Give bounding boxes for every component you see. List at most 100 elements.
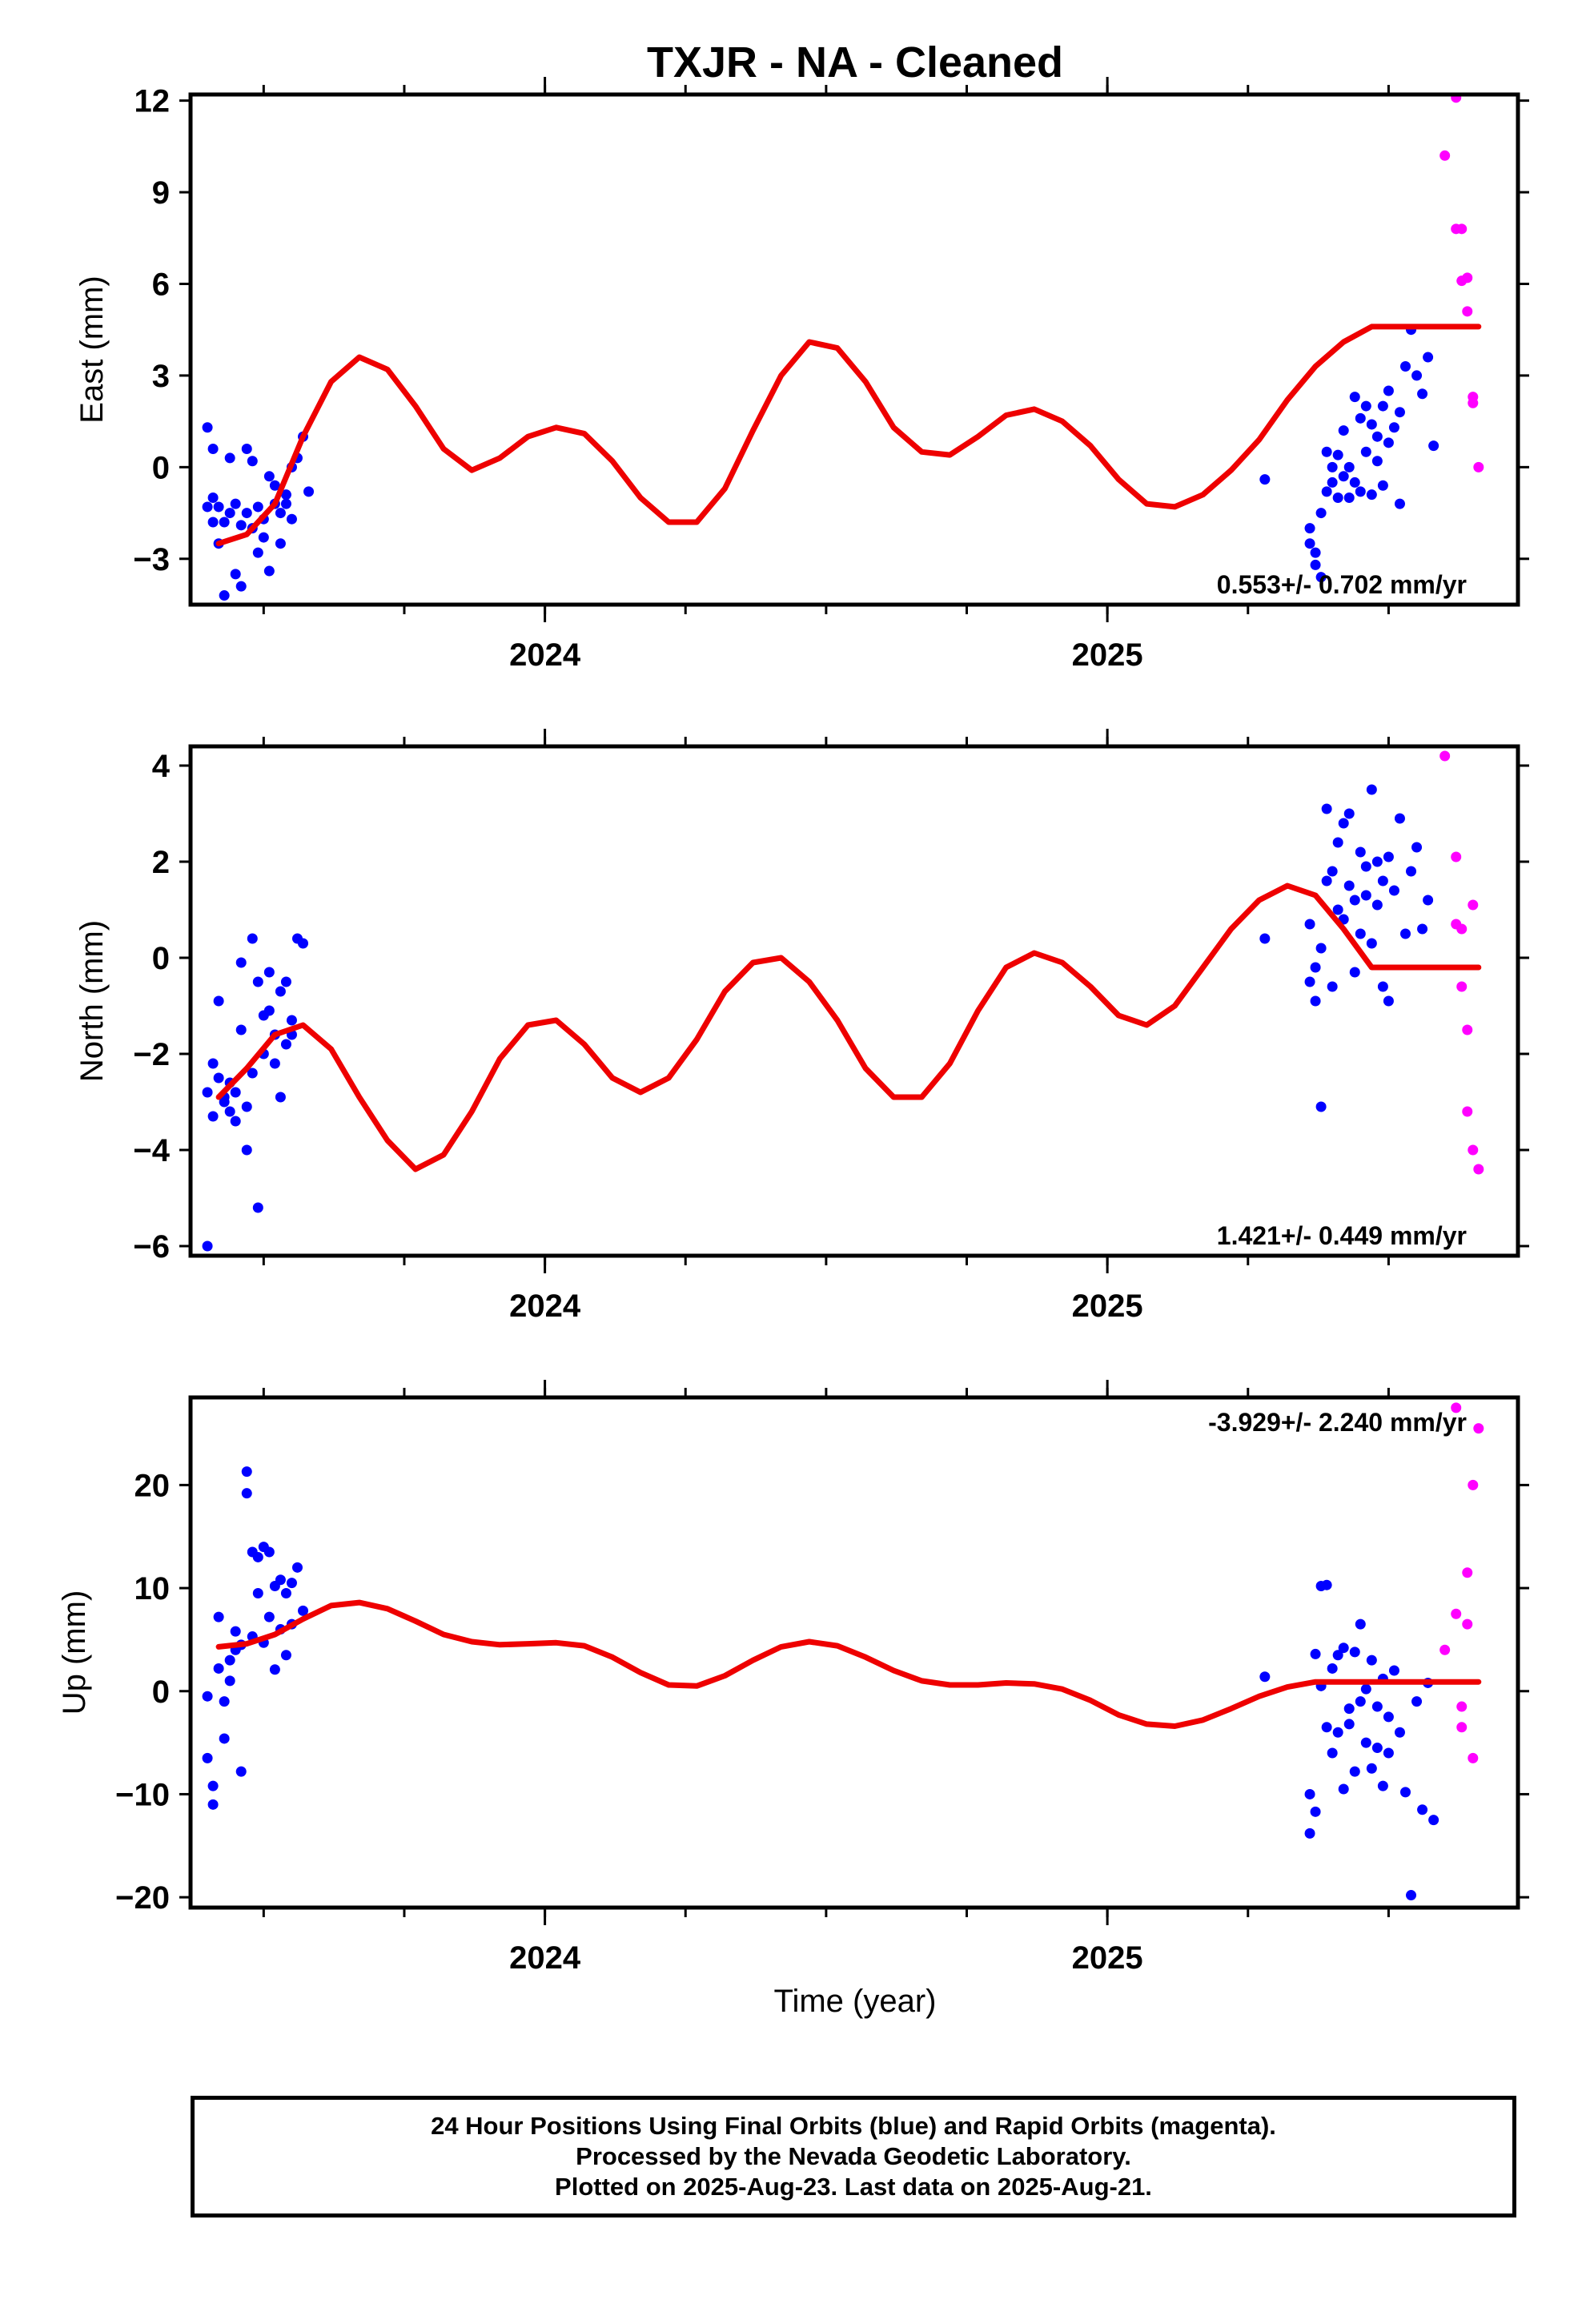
final-point (1332, 492, 1343, 503)
x-tick-label: 2024 (509, 637, 581, 673)
final-point (286, 513, 297, 525)
final-point (224, 508, 235, 519)
final-point (207, 1111, 219, 1122)
final-point (1360, 861, 1371, 872)
final-point (1327, 866, 1338, 877)
final-point (213, 1072, 224, 1084)
rapid-point (1439, 1644, 1451, 1655)
final-point (1349, 392, 1360, 403)
final-point (1377, 400, 1388, 412)
final-point (1366, 938, 1377, 949)
final-point (252, 501, 263, 513)
final-point (241, 1101, 252, 1112)
final-point (291, 1562, 303, 1573)
final-point (247, 1068, 258, 1079)
y-tick-label: 4 (152, 749, 171, 784)
model-curve (215, 1599, 1482, 1729)
final-point (1366, 489, 1377, 501)
rapid-point (1462, 1567, 1473, 1578)
final-point (1304, 919, 1315, 930)
final-point (1343, 492, 1355, 503)
final-point (1304, 976, 1315, 987)
final-point (1310, 559, 1321, 570)
series-rapid (1439, 94, 1484, 472)
series-final (202, 784, 1434, 1252)
final-point (298, 1605, 309, 1616)
final-point (1360, 446, 1371, 457)
final-point (1327, 461, 1338, 472)
final-point (1310, 1806, 1321, 1817)
series-final (202, 324, 1439, 601)
y-tick-label: 9 (152, 175, 170, 211)
final-point (1310, 547, 1321, 558)
final-point (1428, 1815, 1439, 1826)
final-point (252, 1588, 263, 1599)
final-point (1411, 1696, 1423, 1707)
chart-title: TXJR - NA - Cleaned (647, 38, 1063, 86)
rapid-point (1451, 851, 1462, 862)
series-rapid (1439, 1402, 1484, 1763)
final-point (1343, 461, 1355, 472)
final-point (280, 1039, 291, 1050)
final-point (230, 1116, 241, 1127)
caption-line-3: Plotted on 2025-Aug-23. Last data on 202… (555, 2173, 1152, 2201)
final-point (1304, 1788, 1315, 1799)
y-tick-label: 0 (152, 450, 170, 485)
final-point (241, 508, 252, 519)
final-point (1360, 890, 1371, 901)
x-tick-label: 2024 (509, 1940, 581, 1976)
y-axis-label: Up (mm) (57, 1590, 92, 1715)
rapid-point (1473, 461, 1484, 472)
final-point (1394, 498, 1405, 509)
final-point (1371, 456, 1383, 467)
final-point (275, 986, 286, 997)
final-point (1399, 928, 1411, 939)
final-point (303, 486, 315, 497)
series-rapid (1439, 750, 1484, 1175)
final-point (1338, 471, 1349, 482)
final-point (1417, 388, 1428, 400)
final-point (1355, 1696, 1366, 1707)
final-point (1321, 486, 1332, 497)
final-point (1417, 1804, 1428, 1815)
y-axis-label: North (mm) (74, 920, 110, 1082)
final-point (235, 520, 247, 531)
final-point (1343, 1719, 1355, 1730)
final-point (1377, 480, 1388, 491)
final-point (1371, 1701, 1383, 1712)
y-tick-label: 2 (152, 845, 170, 880)
final-point (1388, 422, 1399, 433)
final-point (1377, 875, 1388, 887)
final-point (1327, 476, 1338, 488)
rapid-point (1473, 1423, 1484, 1434)
final-point (207, 1799, 219, 1810)
rapid-point (1456, 981, 1468, 992)
final-point (1366, 784, 1377, 795)
final-point (1321, 1722, 1332, 1733)
final-point (207, 443, 219, 454)
final-point (1383, 851, 1394, 862)
panel-north: −6 −4 −2 0 2 4 2024 2025 North (mm) 1.421+/- 0.44… (74, 729, 1529, 1324)
final-point (298, 938, 309, 949)
rapid-point (1456, 223, 1468, 235)
final-point (275, 508, 286, 519)
final-point (1383, 995, 1394, 1007)
y-tick-label: −3 (133, 542, 170, 577)
final-point (280, 1650, 291, 1661)
final-point (1315, 572, 1327, 583)
data-points (202, 1402, 1484, 1901)
final-point (224, 452, 235, 464)
x-tick-label: 2025 (1072, 637, 1143, 673)
final-point (280, 498, 291, 509)
final-point (280, 489, 291, 501)
final-point (269, 1058, 280, 1069)
final-point (1394, 813, 1405, 824)
y-tick-label: 3 (152, 359, 170, 394)
final-point (1259, 474, 1271, 485)
final-point (213, 995, 224, 1007)
final-point (1349, 1647, 1360, 1658)
final-point (1321, 803, 1332, 814)
final-point (1360, 400, 1371, 412)
